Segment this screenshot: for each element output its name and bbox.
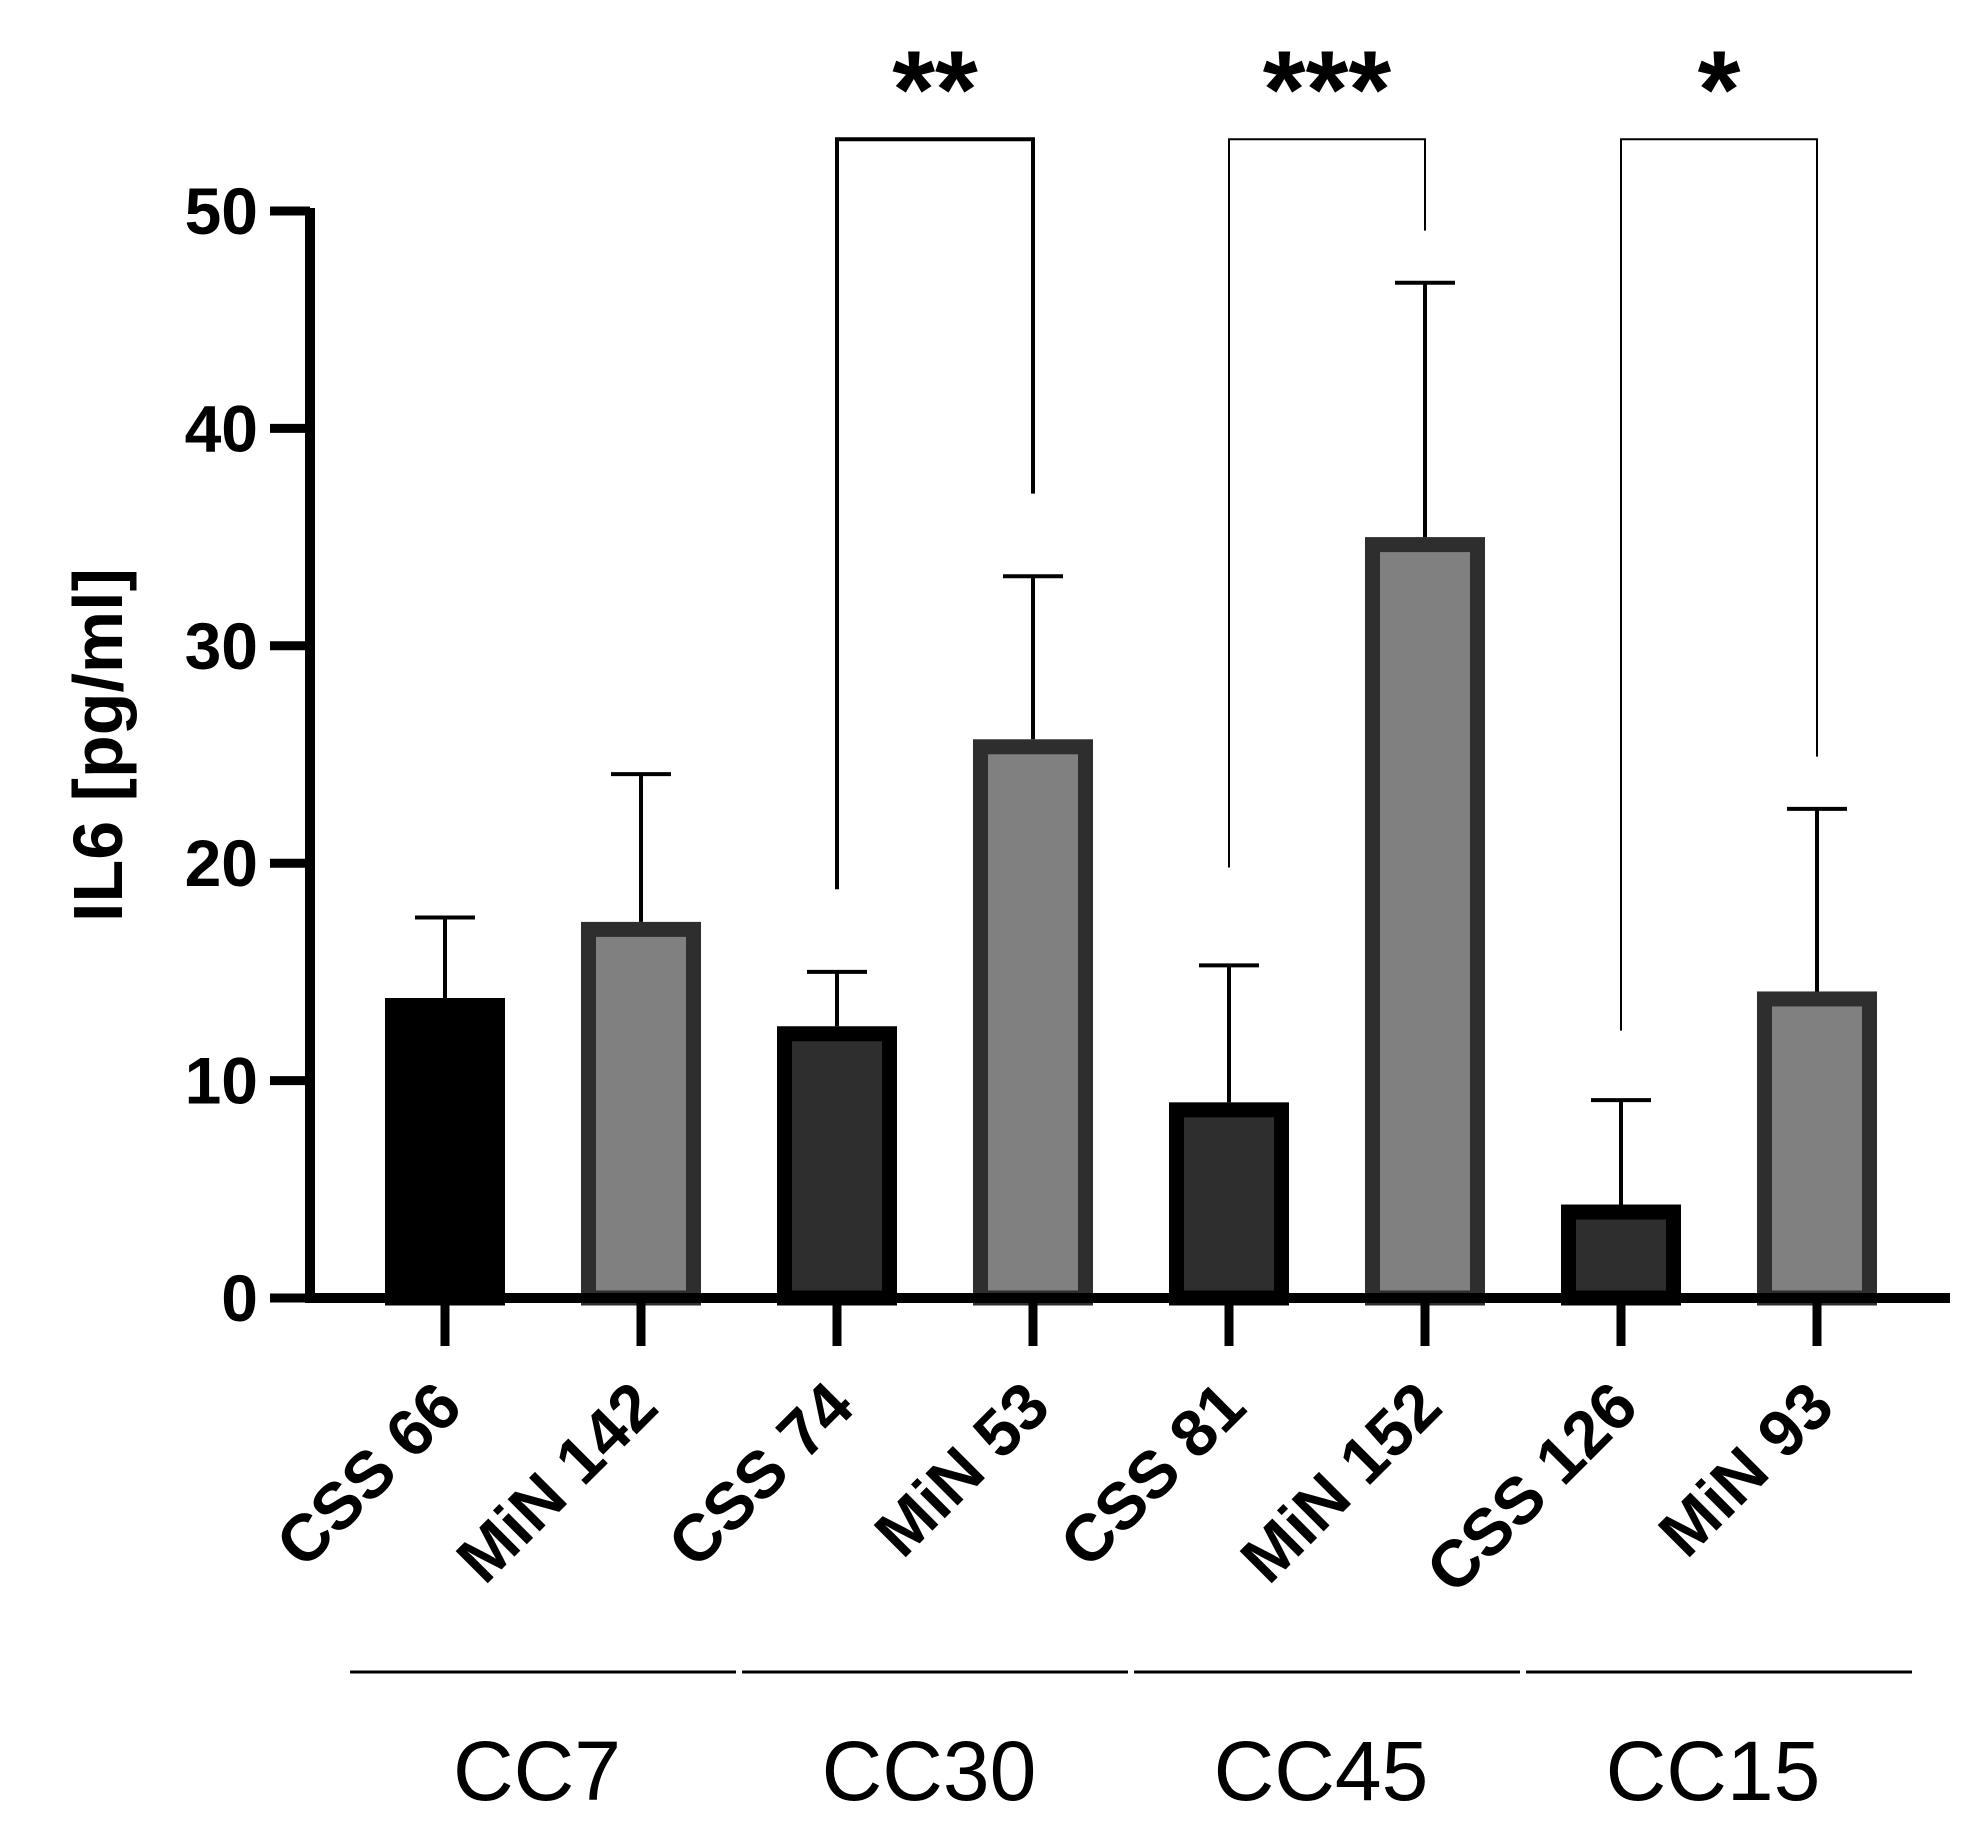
significance-layer: ** *** * bbox=[835, 28, 1818, 1031]
group-label-0: CC7 bbox=[453, 1724, 621, 1818]
significance-bracket-1 bbox=[1228, 138, 1426, 868]
y-axis-label: IL6 [pg/ml] bbox=[59, 568, 137, 922]
bar-5 bbox=[1365, 537, 1485, 1306]
significance-bracket-0 bbox=[835, 137, 1035, 890]
x-tick-label-7: MiN 93 bbox=[1644, 1368, 1847, 1571]
x-tick-label-6: CSS 126 bbox=[1412, 1368, 1651, 1607]
y-tick-label-50: 50 bbox=[185, 174, 258, 248]
x-tick-label-4: CSS 81 bbox=[1046, 1368, 1259, 1581]
x-tick-label-3: MiN 53 bbox=[860, 1368, 1063, 1571]
y-tick-label-30: 30 bbox=[185, 609, 258, 683]
bar-0 bbox=[385, 997, 505, 1306]
x-tick-label-2: CSS 74 bbox=[654, 1367, 867, 1580]
y-tick-label-20: 20 bbox=[185, 826, 258, 900]
x-tick-label-0: CSS 66 bbox=[262, 1368, 475, 1581]
y-axis-title: IL6 [pg/ml] bbox=[59, 568, 137, 922]
group-label-2: CC45 bbox=[1214, 1724, 1429, 1818]
y-tick-label-10: 10 bbox=[185, 1044, 258, 1118]
significance-label-0: ** bbox=[892, 28, 978, 151]
bars-layer bbox=[385, 280, 1877, 1306]
group-label-3: CC15 bbox=[1606, 1724, 1821, 1818]
bar-7 bbox=[1757, 991, 1877, 1306]
y-tick-label-0: 0 bbox=[221, 1261, 258, 1335]
bar-6 bbox=[1561, 1204, 1681, 1306]
bar-2 bbox=[777, 1026, 897, 1306]
x-tick-label-1: MiN 142 bbox=[442, 1368, 671, 1597]
bar-4 bbox=[1169, 1102, 1289, 1306]
axes-layer: 0 10 20 30 40 50 bbox=[185, 174, 1950, 1346]
significance-label-1: *** bbox=[1263, 28, 1392, 151]
bar-1 bbox=[581, 921, 701, 1306]
group-label-1: CC30 bbox=[822, 1724, 1037, 1818]
bar-3 bbox=[973, 739, 1093, 1306]
y-tick-label-40: 40 bbox=[185, 391, 258, 465]
significance-label-2: * bbox=[1698, 28, 1741, 151]
significance-bracket-2 bbox=[1620, 138, 1818, 1031]
